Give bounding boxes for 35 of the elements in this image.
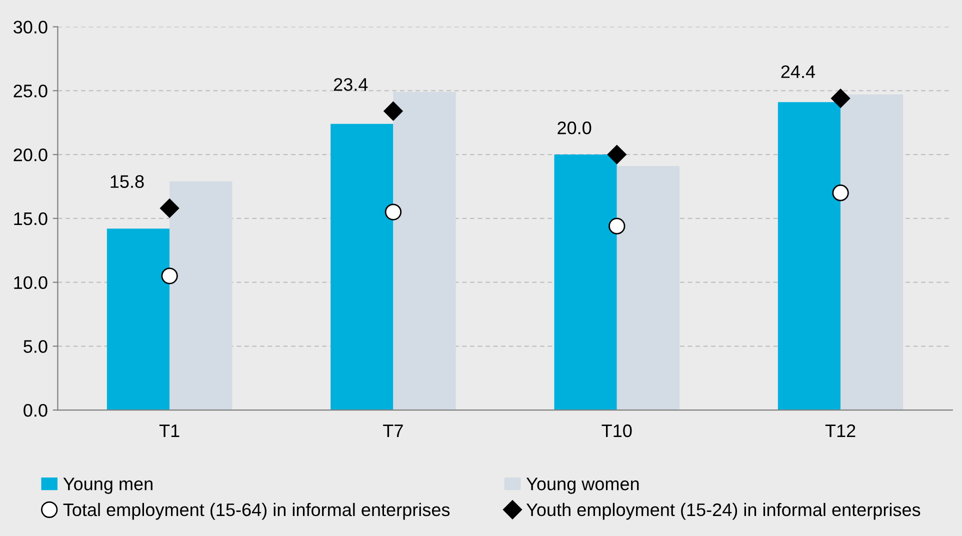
bar — [106, 228, 170, 410]
bar — [330, 124, 394, 410]
legend-label: Young men — [63, 478, 152, 494]
y-tick-label: 25.0 — [14, 84, 48, 98]
bar — [778, 102, 841, 410]
bar — [616, 166, 680, 410]
point — [384, 204, 402, 220]
y-tick-label: 0.0 — [24, 404, 48, 417]
x-tick-label: T12 — [825, 424, 856, 438]
legend-label: Total employment (15-64) in informal enterprises — [63, 502, 450, 520]
point — [161, 268, 178, 284]
y-tick-label: 10.0 — [14, 276, 48, 290]
data-label: 20.0 — [558, 122, 592, 134]
y-tick-label: 15.0 — [14, 212, 48, 226]
legend-label: Young women — [526, 478, 639, 494]
point — [160, 198, 180, 218]
bar — [393, 92, 456, 410]
y-tick-label: 5.0 — [24, 340, 48, 353]
bar — [840, 94, 904, 410]
point — [384, 102, 403, 121]
y-tick-label: 30.0 — [14, 20, 48, 34]
bar — [170, 181, 232, 410]
bar — [554, 154, 617, 410]
point — [608, 218, 626, 234]
y-tick-label: 20.0 — [14, 148, 48, 162]
x-tick-label: T1 — [159, 424, 180, 438]
x-tick-label: T10 — [602, 424, 632, 438]
x-tick-label: T7 — [383, 424, 403, 438]
point — [832, 184, 849, 202]
data-label: 15.8 — [110, 175, 144, 188]
data-label: 23.4 — [334, 78, 368, 91]
legend-label: Youth employment (15-24) in informal enterprises — [526, 502, 920, 520]
data-label: 24.4 — [781, 65, 816, 78]
point — [607, 145, 626, 164]
point — [831, 88, 850, 108]
